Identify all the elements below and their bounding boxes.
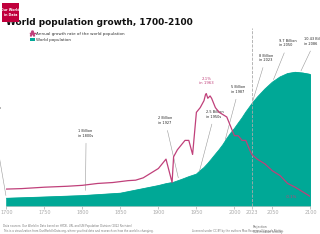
Text: Licensed under CC-BY by the authors Max Roser and Hannah Ritchie.: Licensed under CC-BY by the authors Max … [192,229,284,233]
Text: 9.7 Billion
in 2050: 9.7 Billion in 2050 [274,39,297,80]
Text: Data sources: Our World in Data based on HYDE, UN, and UN Population Division (2: Data sources: Our World in Data based on… [3,224,154,233]
Text: 2.1%
in 1963: 2.1% in 1963 [199,77,214,85]
Text: 8 Billion
in 2023: 8 Billion in 2023 [253,54,273,101]
Text: Our World
in Data: Our World in Data [1,8,20,17]
Text: 1 Billion
in 1800s: 1 Billion in 1800s [78,129,94,190]
Text: -0.1%: -0.1% [285,194,297,199]
Text: Projection
(UN median fertility
scenario): Projection (UN median fertility scenario… [253,225,282,234]
Text: 600 million
in 1700: 600 million in 1700 [0,106,6,196]
Text: 5 Billion
in 1987: 5 Billion in 1987 [225,85,246,140]
Legend: Annual growth rate of the world population, World population: Annual growth rate of the world populati… [28,30,126,44]
Text: 2.5 Billion
in 1950s: 2.5 Billion in 1950s [199,110,223,172]
Text: 2 Billion
in 1927: 2 Billion in 1927 [158,116,178,178]
Text: World population growth, 1700-2100: World population growth, 1700-2100 [6,18,193,27]
Text: 10.43 Billion
in 2086: 10.43 Billion in 2086 [301,37,320,71]
